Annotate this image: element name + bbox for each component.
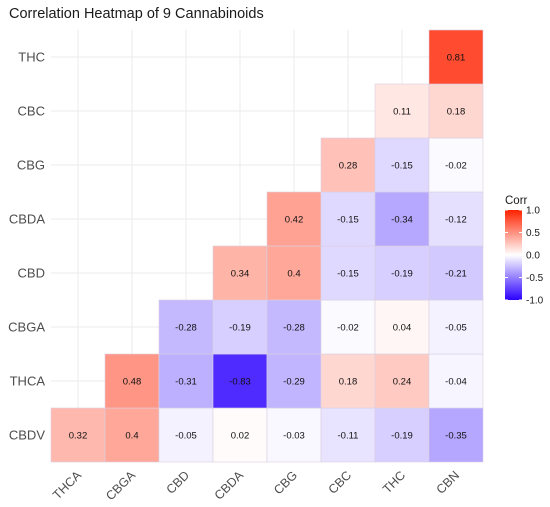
cell-value-label: 0.24 <box>393 377 412 388</box>
cell-value-label: 0.02 <box>231 431 250 442</box>
heatmap-cell <box>320 137 376 193</box>
legend-ticks: 1.0 0.5 0.0 -0.5 -1.0 <box>505 206 544 307</box>
heatmap-cell <box>428 245 484 301</box>
cell-value-label: -0.02 <box>445 161 467 172</box>
heatmap-cell <box>266 407 322 463</box>
heatmap-cell <box>158 407 214 463</box>
heatmap-cell <box>266 191 322 247</box>
cell-value-label: -0.12 <box>445 215 467 226</box>
cell-value-label: 0.04 <box>393 323 412 334</box>
color-legend: Corr 1.0 0.5 0.0 -0.5 -1.0 <box>505 195 544 307</box>
heatmap-cell <box>374 83 430 139</box>
cell-value-label: 0.4 <box>287 269 300 280</box>
x-tick-label: CBC <box>326 468 355 497</box>
cell-value-label: -0.15 <box>391 161 413 172</box>
cell-value-label: -0.19 <box>391 431 413 442</box>
x-tick-label: CBG <box>271 468 300 497</box>
cell-value-label: -0.03 <box>283 431 305 442</box>
heatmap-cell <box>428 83 484 139</box>
cell-value-label: 0.11 <box>393 107 411 118</box>
heatmap-cell <box>428 299 484 355</box>
cell-value-label: -0.31 <box>175 377 197 388</box>
heatmap-cell <box>320 191 376 247</box>
cell-value-label: -0.28 <box>175 323 197 334</box>
heatmap-cell <box>212 407 268 463</box>
cell-value-label: -0.29 <box>283 377 305 388</box>
legend-color-bar <box>505 210 522 300</box>
heatmap-cell <box>266 353 322 409</box>
cell-value-label: 0.18 <box>339 377 358 388</box>
heatmap-cell <box>104 353 160 409</box>
heatmap-cell <box>374 299 430 355</box>
heatmap-cell <box>428 191 484 247</box>
cell-value-label: -0.35 <box>445 431 467 442</box>
cell-value-label: -0.04 <box>445 377 467 388</box>
x-tick-label: THC <box>380 468 408 496</box>
heatmap-cell <box>374 407 430 463</box>
heatmap-cell <box>428 29 484 85</box>
cell-value-label: -0.15 <box>337 269 359 280</box>
cell-value-label: -0.11 <box>338 431 359 442</box>
cell-value-label: -0.83 <box>229 377 251 388</box>
x-tick-label: CBD <box>164 468 193 497</box>
legend-tick-label: 0.0 <box>526 251 540 262</box>
cell-value-label: -0.21 <box>445 269 467 280</box>
cell-value-label: 0.34 <box>231 269 250 280</box>
heatmap-cell <box>212 299 268 355</box>
legend-tick-label: 1.0 <box>526 206 540 217</box>
heatmap-cell <box>374 353 430 409</box>
cell-value-label: 0.48 <box>123 377 142 388</box>
y-tick-label: CBD <box>18 266 45 281</box>
heatmap-cell <box>104 407 160 463</box>
cell-value-label: -0.19 <box>229 323 251 334</box>
y-tick-label: CBGA <box>8 320 45 335</box>
heatmap-cell <box>158 353 214 409</box>
heatmap-cell <box>428 407 484 463</box>
x-tick-label: CBDA <box>212 468 247 503</box>
y-tick-label: CBDA <box>9 212 45 227</box>
heatmap-cell <box>266 245 322 301</box>
y-tick-label: THCA <box>10 374 46 389</box>
heatmap-cell <box>320 299 376 355</box>
legend-tick-label: -1.0 <box>526 296 544 307</box>
y-tick-label: CBDV <box>9 428 45 443</box>
heatmap-cell <box>320 353 376 409</box>
cell-value-label: -0.05 <box>175 431 197 442</box>
y-tick-label: CBC <box>18 104 45 119</box>
legend-tick-label: -0.5 <box>526 273 544 284</box>
heatmap-cell <box>158 299 214 355</box>
cell-value-label: 0.28 <box>339 161 358 172</box>
chart-title: Correlation Heatmap of 9 Cannabinoids <box>9 6 264 22</box>
y-tick-label: THC <box>18 50 45 65</box>
heatmap-cell <box>50 407 106 463</box>
heatmap-cell <box>374 137 430 193</box>
heatmap-cell <box>428 353 484 409</box>
cell-value-label: -0.19 <box>391 269 413 280</box>
y-axis-tick-labels: CBDV THCA CBGA CBD CBDA CBG CBC THC <box>8 50 45 443</box>
cell-value-label: -0.34 <box>391 215 413 226</box>
y-tick-label: CBG <box>17 158 45 173</box>
cell-value-label: 0.18 <box>447 107 466 118</box>
cell-value-label: -0.28 <box>283 323 305 334</box>
legend-tick-label: 0.5 <box>526 228 540 239</box>
heatmap-cell <box>212 245 268 301</box>
cell-value-label: -0.15 <box>337 215 359 226</box>
cell-value-label: 0.81 <box>447 53 466 64</box>
heatmap-cells: 0.32 0.4 -0.05 0.02 -0.03 -0.11 -0.19 -0.35 0.48… <box>50 29 484 463</box>
heatmap-cell <box>320 407 376 463</box>
cell-value-label: -0.02 <box>337 323 359 334</box>
cell-value-label: 0.42 <box>285 215 304 226</box>
cell-value-label: 0.32 <box>69 431 88 442</box>
x-tick-label: THCA <box>50 468 84 502</box>
legend-title: Corr <box>505 195 528 207</box>
cell-value-label: 0.4 <box>125 431 138 442</box>
x-axis-tick-labels: THCA CBGA CBD CBDA CBG CBC THC CBN <box>50 468 462 503</box>
x-tick-label: CBN <box>434 468 463 497</box>
heatmap-cell <box>212 353 268 409</box>
x-tick-label: CBGA <box>103 468 138 503</box>
cell-value-label: -0.05 <box>445 323 467 334</box>
